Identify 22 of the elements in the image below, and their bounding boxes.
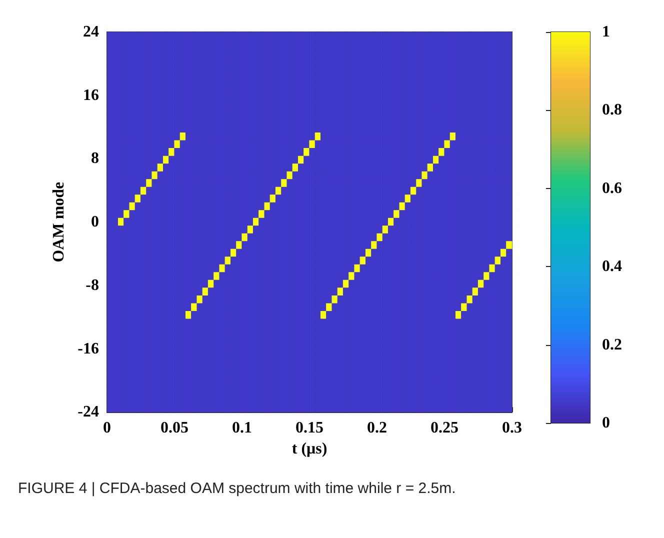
x-tick-label: 0.3 — [502, 420, 522, 437]
color-bar-label: 0.6 — [602, 180, 622, 197]
x-axis-title: t (μs) — [292, 440, 328, 458]
y-tick-label: -8 — [86, 276, 99, 294]
color-bar-label: 1 — [602, 24, 610, 40]
caption: FIGURE 4 | CFDA-based OAM spectrum with time while r = 2.5m. — [18, 480, 457, 497]
y-axis-title: OAM mode — [50, 182, 68, 262]
color-bar-label: 0.8 — [602, 102, 622, 119]
y-tick-label: -16 — [78, 340, 99, 358]
color-bar-label: 0.2 — [602, 336, 622, 354]
x-tick-label: 0.05 — [160, 420, 188, 437]
x-tick-label: 0.2 — [367, 420, 387, 437]
x-tick-label: 0.15 — [296, 420, 324, 437]
color-bar-label: 0.4 — [602, 258, 622, 276]
y-tick-label: 16 — [83, 86, 99, 104]
y-tick-label: 8 — [91, 150, 99, 168]
y-tick-label: 24 — [83, 24, 99, 40]
x-tick-label: 0 — [103, 420, 111, 437]
x-tick-label: 0.25 — [430, 420, 458, 437]
x-tick-label: 0.1 — [232, 420, 252, 437]
y-tick-label: 0 — [91, 214, 99, 231]
y-tick-label: -24 — [78, 404, 99, 421]
